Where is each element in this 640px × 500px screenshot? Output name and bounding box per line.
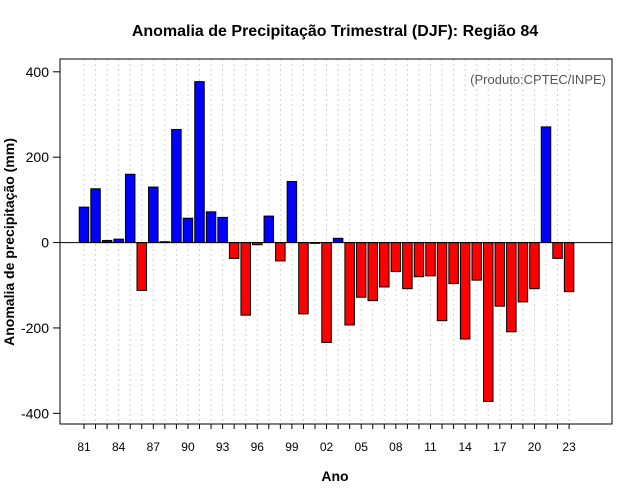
bar-1989 [171, 128, 182, 244]
bar-1999 [286, 181, 298, 244]
bar-1995 [240, 242, 251, 316]
bar-2003 [332, 237, 344, 244]
bar-2004 [344, 242, 355, 326]
bar-2011 [425, 242, 436, 277]
bar-1990 [182, 217, 194, 244]
bar-2013 [448, 242, 459, 285]
bar-1997 [263, 215, 275, 244]
bar-2022 [552, 242, 563, 259]
x-tick-label: 11 [424, 440, 437, 454]
x-tick-label: 99 [285, 440, 299, 454]
bar-2023 [563, 242, 575, 293]
chart-title: Anomalia de Precipitação Trimestral (DJF… [132, 23, 538, 40]
bar-2021 [540, 126, 552, 244]
bar-1984 [113, 238, 124, 244]
x-tick-label: 08 [389, 440, 403, 454]
bar-2006 [367, 242, 378, 302]
x-tick-label: 96 [251, 440, 265, 454]
bar-2007 [379, 242, 390, 288]
x-tick-label: 23 [562, 440, 576, 454]
x-tick-label: 87 [147, 440, 161, 454]
grid [83, 59, 570, 424]
bar-2018 [506, 242, 517, 333]
bar-1993 [217, 216, 228, 244]
bar-2009 [402, 242, 413, 290]
bar-2002 [321, 242, 332, 343]
y-tick-label: -200 [21, 320, 49, 336]
bar-2012 [436, 242, 448, 322]
x-axis: 81 84 87 90 93 96 99 02 05 08 11 14 17 20 23 [77, 424, 576, 454]
plot-frame [59, 58, 613, 425]
x-tick-label: 14 [458, 440, 472, 454]
x-tick-label: 81 [77, 440, 91, 454]
bar-1992 [205, 211, 217, 244]
bar-1981 [78, 206, 90, 244]
bar-1998 [275, 242, 286, 262]
bar-2014 [459, 242, 471, 340]
bar-1987 [148, 186, 159, 244]
x-tick-label: 17 [493, 440, 507, 454]
bar-2010 [413, 242, 425, 278]
x-axis-label: Ano [321, 468, 348, 484]
bar-2017 [494, 242, 506, 307]
bar-2005 [355, 242, 367, 298]
y-tick-label: 400 [26, 64, 50, 80]
x-tick-label: 20 [528, 440, 542, 454]
bar-1985 [124, 173, 136, 244]
bar-1991 [194, 81, 205, 244]
x-tick-label: 93 [216, 440, 230, 454]
x-tick-label: 02 [320, 440, 334, 454]
bar-2008 [390, 242, 402, 273]
y-tick-label: 0 [41, 235, 49, 251]
bar-1986 [136, 242, 147, 291]
bar-2000 [298, 242, 309, 315]
bar-2019 [517, 242, 529, 303]
x-tick-label: 84 [112, 440, 126, 454]
bar-2016 [483, 242, 494, 402]
bar-1982 [90, 188, 101, 244]
bars [78, 81, 575, 402]
x-tick-label: 90 [181, 440, 195, 454]
y-tick-label: -400 [21, 405, 49, 421]
bar-2015 [471, 242, 482, 281]
bar-1994 [228, 242, 240, 259]
x-tick-label: 05 [355, 440, 369, 454]
product-annotation: (Produto:CPTEC/INPE) [470, 72, 606, 87]
y-tick-label: 200 [26, 149, 50, 165]
y-axis: -400 -200 0 200 400 [21, 64, 60, 421]
bar-2020 [529, 242, 540, 290]
y-axis-label: Anomalia de precipitação (mm) [1, 138, 17, 346]
